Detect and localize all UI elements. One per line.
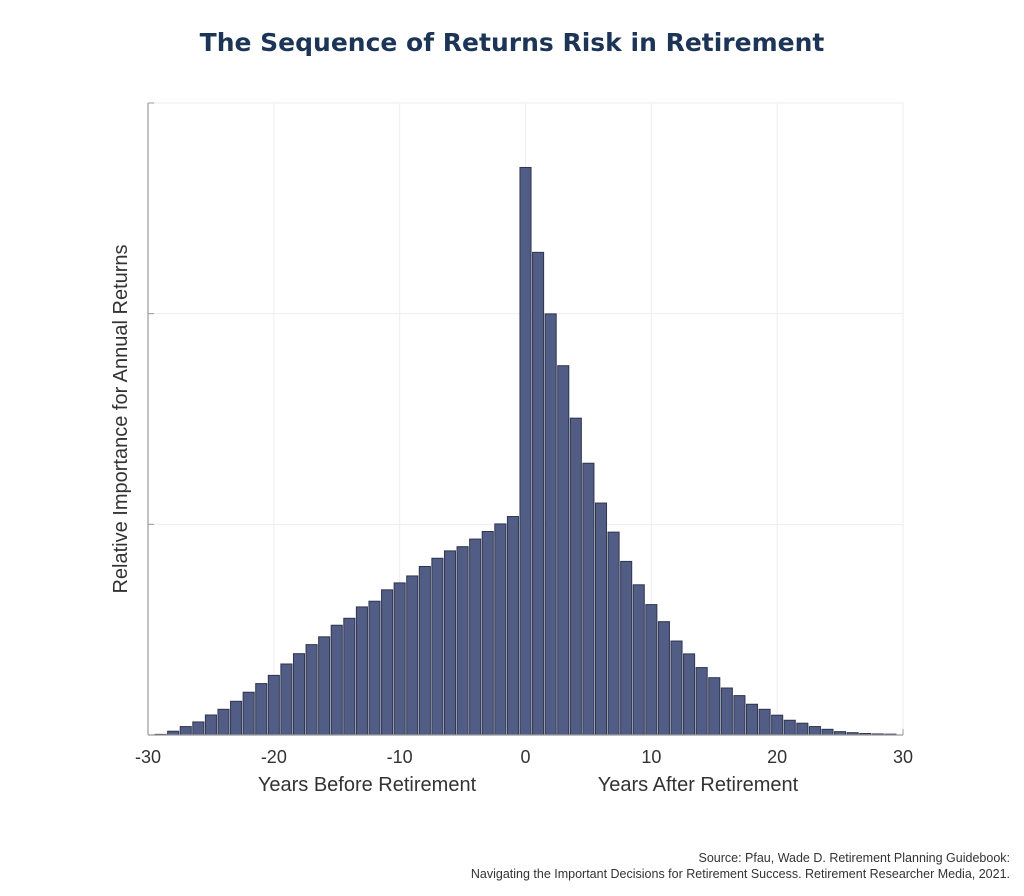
bar	[494, 523, 507, 736]
bars	[154, 166, 897, 736]
bar	[607, 531, 620, 736]
bar	[519, 166, 532, 736]
bar	[418, 565, 431, 736]
bar	[292, 653, 306, 736]
chart-title: The Sequence of Returns Risk in Retireme…	[199, 28, 825, 57]
bar	[796, 722, 809, 736]
bar	[670, 640, 683, 736]
bar	[620, 560, 633, 736]
bar	[683, 653, 696, 736]
bar	[355, 606, 368, 736]
bar	[368, 600, 381, 736]
source-line-1: Source: Pfau, Wade D. Retirement Plannin…	[698, 851, 1010, 865]
bar	[708, 677, 721, 736]
x-tick-label: -10	[387, 747, 413, 767]
bar	[192, 721, 205, 736]
bar	[544, 313, 557, 736]
bar	[406, 575, 419, 736]
x-tick-label: 0	[520, 747, 530, 767]
bar	[808, 726, 821, 736]
bar	[469, 538, 482, 736]
axes	[147, 102, 904, 736]
bar	[582, 462, 595, 736]
bar	[305, 644, 318, 736]
x-tick-labels: -30 -20 -10 0 10 20 30	[135, 747, 913, 767]
bar	[330, 624, 343, 736]
bar	[230, 700, 243, 736]
bar	[443, 550, 457, 736]
x-tick-label: 10	[641, 747, 661, 767]
x-tick-label: 30	[893, 747, 913, 767]
bar	[481, 530, 494, 736]
bar	[343, 617, 356, 736]
bar	[204, 714, 217, 736]
bar	[720, 687, 733, 736]
bar	[280, 663, 293, 736]
bar	[267, 674, 280, 736]
bar	[594, 502, 608, 736]
bar	[242, 691, 255, 736]
bar	[557, 365, 570, 736]
x-tick-label: 20	[767, 747, 787, 767]
bar	[393, 582, 406, 736]
bar	[758, 708, 771, 736]
bar	[431, 557, 444, 736]
x-axis-label-after: Years After Retirement	[598, 774, 799, 796]
bar	[381, 589, 394, 736]
bar	[657, 621, 670, 736]
bar	[569, 417, 582, 736]
source-line-2: Navigating the Important Decisions for R…	[470, 867, 1010, 881]
bar	[532, 251, 545, 736]
bar	[318, 636, 331, 736]
bar	[745, 703, 759, 736]
bar	[771, 714, 784, 736]
bar	[179, 726, 192, 736]
x-tick-label: -20	[261, 747, 287, 767]
bar	[255, 683, 268, 736]
bar	[645, 604, 658, 736]
y-axis-label: Relative Importance for Annual Returns	[110, 244, 132, 593]
bar	[217, 708, 230, 736]
bar	[456, 546, 469, 736]
bar	[506, 516, 519, 736]
x-axis-label-before: Years Before Retirement	[258, 774, 477, 796]
bar	[632, 584, 645, 736]
bar	[783, 719, 796, 736]
bar	[695, 667, 708, 736]
bar	[733, 695, 746, 736]
x-tick-label: -30	[135, 747, 161, 767]
bar	[821, 728, 834, 736]
